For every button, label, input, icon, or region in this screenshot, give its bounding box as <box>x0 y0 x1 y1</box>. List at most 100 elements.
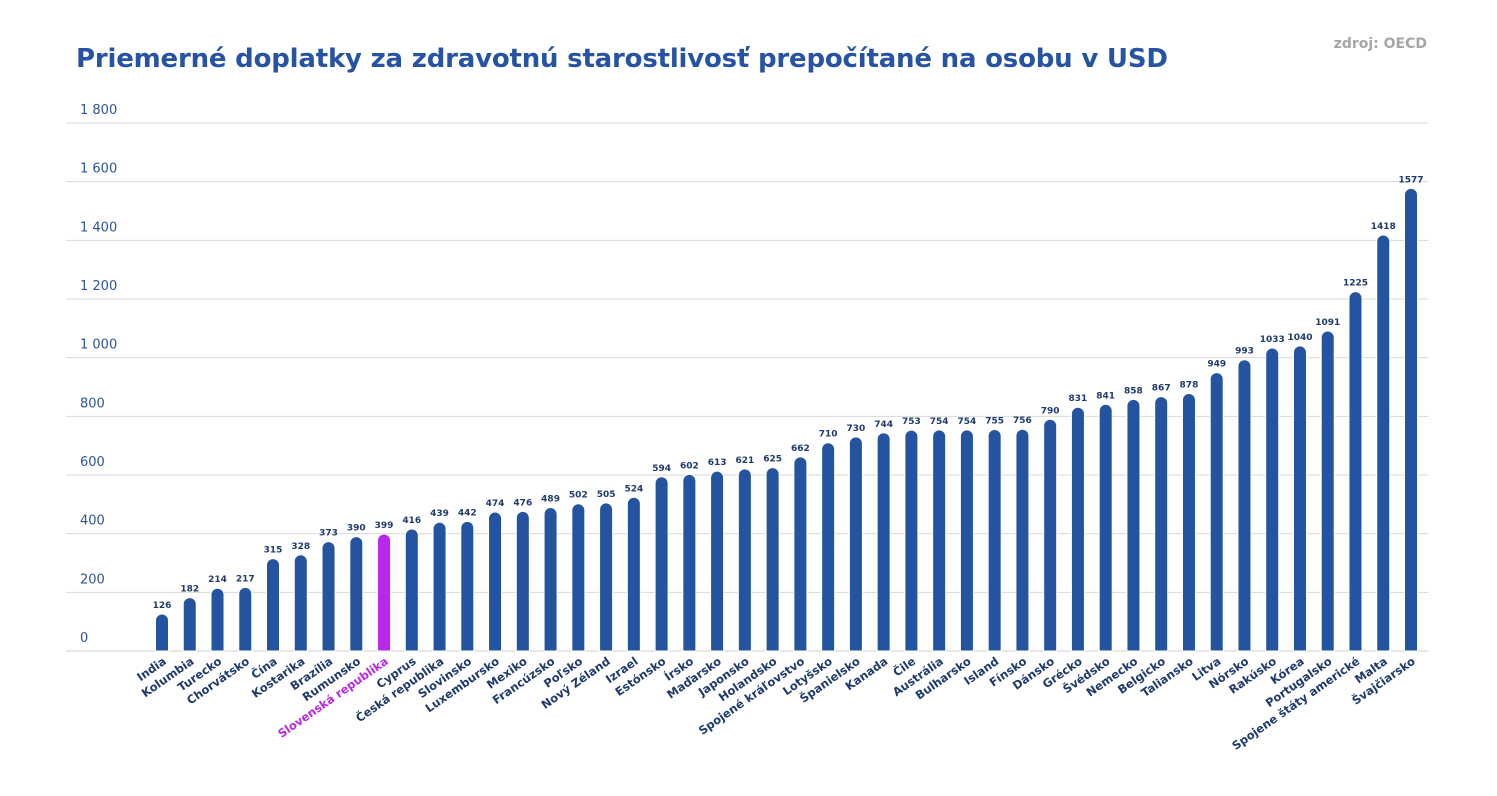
bar <box>404 528 419 652</box>
bar <box>543 507 558 652</box>
value-label: 439 <box>430 509 449 519</box>
bar <box>904 429 919 652</box>
bar <box>1292 345 1307 652</box>
bar <box>349 536 364 652</box>
bar <box>1043 418 1058 652</box>
value-label: 524 <box>624 484 643 494</box>
bar <box>848 436 863 652</box>
chart-title: Priemerné doplatky za zdravotnú starostl… <box>76 44 1168 74</box>
y-tick-label: 200 <box>80 572 105 587</box>
bar <box>932 429 947 652</box>
bar <box>626 496 641 652</box>
bar <box>321 541 336 652</box>
bar <box>1265 347 1280 652</box>
value-label: 662 <box>791 444 810 454</box>
value-label: 416 <box>402 516 421 526</box>
value-label: 373 <box>319 529 338 539</box>
bar <box>654 476 669 652</box>
value-label: 315 <box>264 546 283 556</box>
value-label: 1418 <box>1371 222 1396 232</box>
value-label: 613 <box>708 458 727 468</box>
bar <box>1015 428 1030 652</box>
x-axis: IndiaKolumbiaTureckoChorvátskoČínaKostar… <box>134 653 1418 753</box>
y-tick-label: 800 <box>80 396 105 411</box>
bar <box>1320 330 1335 652</box>
bar <box>821 442 836 652</box>
value-label: 390 <box>347 524 366 534</box>
value-label: 949 <box>1207 360 1226 370</box>
bar <box>1209 372 1224 652</box>
value-label: 754 <box>930 417 949 427</box>
value-label: 756 <box>1013 416 1032 426</box>
bar <box>266 558 281 652</box>
bar <box>1376 234 1391 652</box>
value-label: 867 <box>1152 384 1171 394</box>
bar <box>1126 398 1141 652</box>
bar <box>959 429 974 652</box>
value-label: 993 <box>1235 347 1254 357</box>
bar <box>488 511 503 652</box>
value-label: 442 <box>458 508 477 518</box>
value-label: 476 <box>513 498 532 508</box>
bar <box>515 510 530 652</box>
value-label: 831 <box>1069 394 1088 404</box>
value-label: 841 <box>1096 391 1115 401</box>
source-note: zdroj: OECD <box>1333 36 1427 52</box>
value-label: 858 <box>1124 386 1143 396</box>
value-label: 753 <box>902 417 921 427</box>
y-tick-label: 1 400 <box>80 220 117 235</box>
value-label: 502 <box>569 491 588 501</box>
bar <box>1070 406 1085 652</box>
bar <box>1404 187 1418 652</box>
bar <box>182 597 197 652</box>
value-label: 755 <box>985 417 1004 427</box>
bar <box>765 467 780 652</box>
bar <box>599 502 614 652</box>
bar <box>377 533 392 652</box>
bar <box>210 587 225 652</box>
value-label: 217 <box>236 574 255 584</box>
y-tick-label: 1 000 <box>80 338 117 353</box>
value-label: 621 <box>735 456 754 466</box>
value-label: 474 <box>486 499 505 509</box>
bar <box>793 456 808 652</box>
value-label: 602 <box>680 461 699 471</box>
value-label: 182 <box>180 585 199 595</box>
bar <box>737 468 752 652</box>
bar <box>155 613 169 652</box>
value-label: 1577 <box>1398 175 1423 185</box>
value-label: 1040 <box>1287 333 1312 343</box>
bar <box>432 521 447 652</box>
bar <box>1154 396 1169 652</box>
bar <box>987 429 1002 652</box>
bar <box>1237 359 1252 652</box>
value-label: 710 <box>819 430 838 440</box>
y-axis: 0 200 400 600 800 1 000 1 200 1 400 1 600 1 800 <box>80 103 117 646</box>
value-label: 126 <box>153 601 172 611</box>
bars <box>155 187 1418 652</box>
value-label: 214 <box>208 575 227 585</box>
bar <box>1181 392 1196 652</box>
y-tick-label: 600 <box>80 455 105 470</box>
bar <box>876 432 891 652</box>
bar <box>1348 291 1363 652</box>
bar <box>238 586 253 652</box>
value-label: 505 <box>597 490 616 500</box>
y-tick-label: 1 800 <box>80 103 117 118</box>
value-label: 878 <box>1180 380 1199 390</box>
y-tick-label: 1 200 <box>80 279 117 294</box>
value-label: 730 <box>846 424 865 434</box>
bar <box>460 520 475 652</box>
value-label: 744 <box>874 420 893 430</box>
y-tick-label: 400 <box>80 514 105 529</box>
bar <box>571 503 586 652</box>
y-tick-label: 1 600 <box>80 162 117 177</box>
bar <box>682 473 697 652</box>
value-label: 489 <box>541 495 560 505</box>
value-label: 399 <box>375 521 394 531</box>
value-label: 328 <box>291 542 310 552</box>
bar <box>710 470 725 652</box>
value-label: 625 <box>763 455 782 465</box>
y-tick-label: 0 <box>80 631 88 646</box>
